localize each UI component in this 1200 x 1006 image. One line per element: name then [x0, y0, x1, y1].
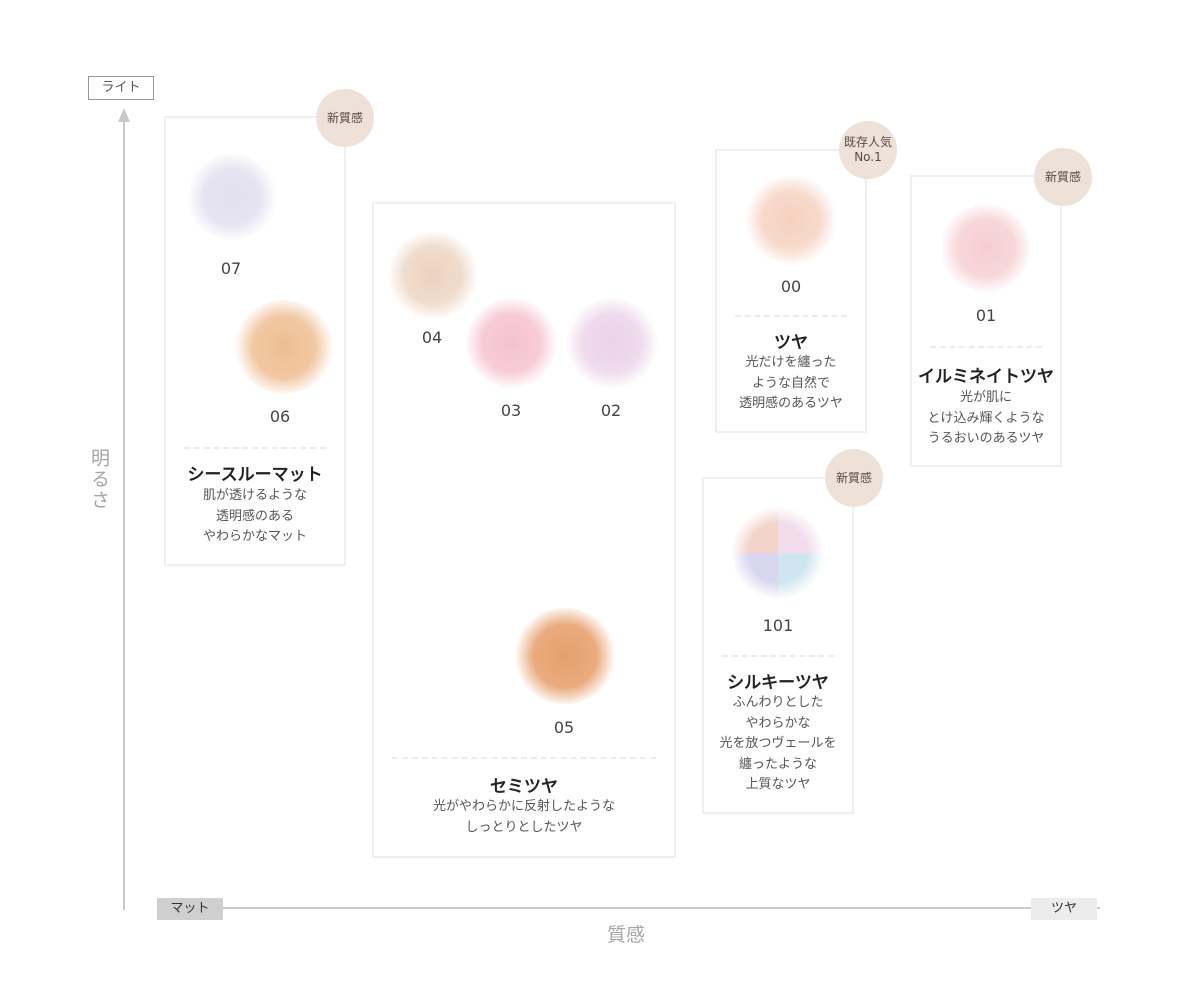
y-axis-arrow-icon [118, 108, 130, 122]
shade-swatch-00 [745, 176, 837, 264]
shade-swatch-04 [387, 232, 479, 318]
group-title: シースルーマット [187, 465, 323, 485]
x-axis-line [160, 907, 1100, 909]
shade-number-05: 05 [553, 718, 575, 737]
divider [392, 757, 656, 759]
shade-swatch-06 [234, 300, 334, 394]
group-illuminate-gloss [910, 175, 1062, 467]
group-description: ふんわりとした やわらかな 光を放つヴェールを 纏ったような 上質なツヤ [719, 695, 837, 792]
x-axis-right-label: ツヤ [1031, 898, 1097, 920]
new-texture-badge: 新質感 [825, 449, 883, 507]
group-description: 肌が透けるような 透明感のある やわらかなマット [202, 488, 307, 544]
shade-number-101: 101 [762, 616, 794, 635]
shade-number-07: 07 [220, 259, 242, 278]
shade-swatch-07 [186, 154, 278, 240]
divider [722, 655, 834, 657]
new-texture-badge: 新質感 [1034, 148, 1092, 206]
shade-number-04: 04 [421, 328, 443, 347]
group-title: ツヤ [774, 333, 808, 353]
group-semi-gloss [372, 202, 676, 858]
group-title: シルキーツヤ [727, 673, 829, 693]
group-description: 光がやわらかに反射したような しっとりとしたツヤ [432, 799, 615, 835]
popular-no1-badge: 既存人気 No.1 [839, 121, 897, 179]
shade-swatch-02 [566, 298, 658, 388]
group-see-through-matte [164, 116, 346, 566]
divider [735, 315, 847, 317]
shade-number-06: 06 [269, 407, 291, 426]
group-silky-gloss [702, 477, 854, 814]
shade-swatch-01 [940, 204, 1032, 292]
group-description: 光が肌に とけ込み輝くような うるおいのあるツヤ [927, 390, 1045, 446]
shade-number-01: 01 [975, 306, 997, 325]
shade-number-00: 00 [780, 277, 802, 296]
group-gloss [715, 149, 867, 433]
shade-swatch-05 [514, 608, 616, 704]
divider [184, 447, 326, 449]
group-description: 光だけを纏った ような自然で 透明感のあるツヤ [739, 355, 843, 411]
group-title: イルミネイトツヤ [918, 367, 1054, 387]
new-texture-badge: 新質感 [316, 89, 374, 147]
y-axis-line [123, 118, 125, 910]
x-axis-label: 質感 [606, 924, 645, 946]
x-axis-left-label: マット [157, 898, 223, 920]
group-title: セミツヤ [490, 777, 558, 797]
y-axis-top-label: ライト [88, 76, 154, 100]
shade-number-03: 03 [500, 401, 522, 420]
shade-number-02: 02 [600, 401, 622, 420]
shade-swatch-03 [465, 298, 557, 388]
divider [930, 346, 1042, 348]
y-axis-label: 明るさ [88, 448, 110, 511]
shade-swatch-101 [732, 507, 824, 599]
